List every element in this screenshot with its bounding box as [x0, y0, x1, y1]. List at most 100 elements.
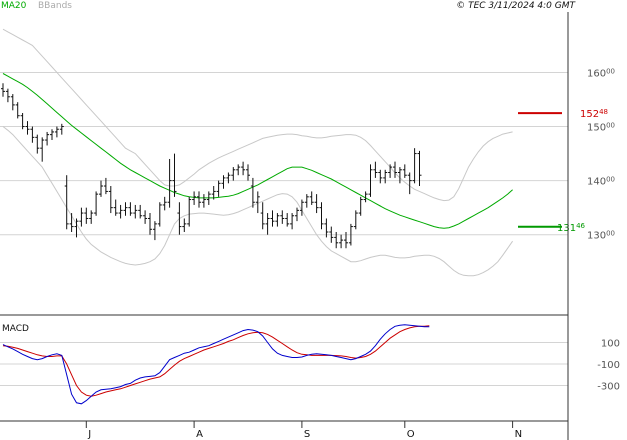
- price-tick-dec: 00: [606, 67, 615, 75]
- ohlc-bar: [236, 164, 241, 176]
- price-tick-label: 14000: [587, 176, 615, 188]
- ohlc-bar: [103, 177, 108, 195]
- ohlc-bar: [20, 113, 25, 130]
- ohlc-bar: [412, 148, 417, 184]
- resistance-label-dec: 48: [599, 108, 608, 116]
- macd-grid: [0, 341, 568, 387]
- ohlc-bar: [378, 169, 383, 184]
- resistance-label: 15248: [580, 108, 608, 120]
- price-tick-int: 150: [587, 123, 606, 134]
- ohlc-bar: [89, 210, 94, 224]
- macd-line: [2, 324, 430, 405]
- ohlc-bar: [314, 194, 319, 214]
- support-label: 13146: [557, 222, 586, 234]
- ohlc-bar: [358, 196, 363, 216]
- ohlc-bar: [201, 194, 206, 208]
- ohlc-bar: [241, 161, 246, 176]
- ohlc-bar: [157, 202, 162, 227]
- ohlc-bar: [417, 150, 422, 187]
- ohlc-bar: [211, 186, 216, 200]
- ohlc-bar: [162, 196, 167, 211]
- ohlc-bar: [108, 186, 113, 214]
- ohlc-bar: [339, 234, 344, 249]
- ohlc-bar: [393, 161, 397, 178]
- ohlc-bar: [177, 202, 182, 235]
- ohlc-bar: [69, 213, 74, 232]
- ohlc-bar: [84, 207, 89, 224]
- price-tick-int: 140: [587, 177, 606, 188]
- price-tick-dec: 00: [606, 176, 615, 184]
- ohlc-bar: [304, 194, 309, 208]
- ohlc-bar: [50, 129, 54, 141]
- price-tick-label: 15000: [587, 122, 615, 134]
- ohlc-bar: [128, 202, 133, 216]
- price-tick-dec: 00: [606, 230, 615, 238]
- ohlc-bar: [118, 204, 123, 219]
- ohlc-bar: [319, 202, 324, 230]
- source-timestamp: © TEC 3/11/2024 4:0 GMT: [456, 1, 576, 11]
- ohlc-bar: [187, 196, 192, 227]
- ohlc-bar: [197, 191, 201, 208]
- ohlc-bar: [260, 202, 265, 230]
- ohlc-bar: [246, 164, 250, 181]
- macd-panel: MACD 100 -100 -300: [0, 324, 620, 405]
- ohlc-bar: [15, 102, 20, 119]
- price-tick-label: 13000: [587, 230, 615, 242]
- ma-legend-label: MA20: [1, 1, 27, 11]
- ohlc-bar: [143, 210, 148, 224]
- ohlc-bar: [231, 167, 236, 181]
- ohlc-bar: [402, 164, 407, 178]
- ohlc-bar: [407, 172, 412, 195]
- ohlc-bar: [373, 161, 378, 178]
- ohlc-bar: [255, 191, 260, 214]
- support-label-int: 131: [557, 223, 576, 234]
- ohlc-bar: [64, 175, 69, 230]
- ohlc-bar: [388, 164, 393, 178]
- ohlc-bar: [182, 218, 187, 232]
- ohlc-bar: [329, 226, 334, 243]
- ohlc-bar: [167, 158, 172, 208]
- ohlc-bar: [275, 213, 280, 227]
- ohlc-bar: [397, 167, 402, 184]
- ohlc-bar: [79, 207, 84, 227]
- ohlc-bar: [30, 126, 35, 143]
- price-tick-int: 160: [587, 68, 606, 79]
- price-grid: [0, 71, 568, 236]
- ohlc-bar: [192, 191, 197, 205]
- ohlc-bar: [40, 137, 45, 162]
- ohlc-bar: [334, 231, 339, 249]
- macd-tick-label: -100: [597, 360, 620, 371]
- ma20-line: [2, 73, 513, 229]
- ohlc-bar: [226, 172, 231, 184]
- price-tick-label: 16000: [587, 67, 615, 79]
- ohlc-bar: [152, 221, 157, 241]
- ohlc-bar: [353, 210, 358, 230]
- ohlc-bar: [94, 191, 99, 216]
- ohlc-bar: [1, 83, 5, 97]
- ohlc-bar: [10, 94, 15, 111]
- price-tick-int: 130: [587, 231, 606, 242]
- x-tick-label: A: [196, 429, 203, 440]
- ohlc-bar: [54, 126, 59, 138]
- support-label-dec: 46: [576, 222, 585, 230]
- ohlc-bar: [265, 213, 270, 235]
- ohlc-bar: [206, 191, 211, 205]
- macd-tick-label: -300: [597, 382, 620, 393]
- ohlc-bar: [290, 213, 295, 230]
- bbands-legend-label: BBands: [38, 1, 72, 11]
- macd-panel-title: MACD: [2, 324, 29, 334]
- ohlc-bar: [324, 218, 329, 238]
- ohlc-bars: [1, 83, 422, 249]
- ohlc-bar: [133, 204, 138, 219]
- ohlc-bar: [295, 207, 299, 222]
- ohlc-bar: [270, 210, 275, 227]
- ohlc-bar: [113, 199, 118, 216]
- x-tick-label: N: [515, 429, 522, 440]
- ohlc-bar: [25, 121, 30, 135]
- ohlc-bar: [383, 169, 388, 184]
- bbands-upper-line: [2, 28, 513, 202]
- ohlc-bar: [368, 164, 373, 197]
